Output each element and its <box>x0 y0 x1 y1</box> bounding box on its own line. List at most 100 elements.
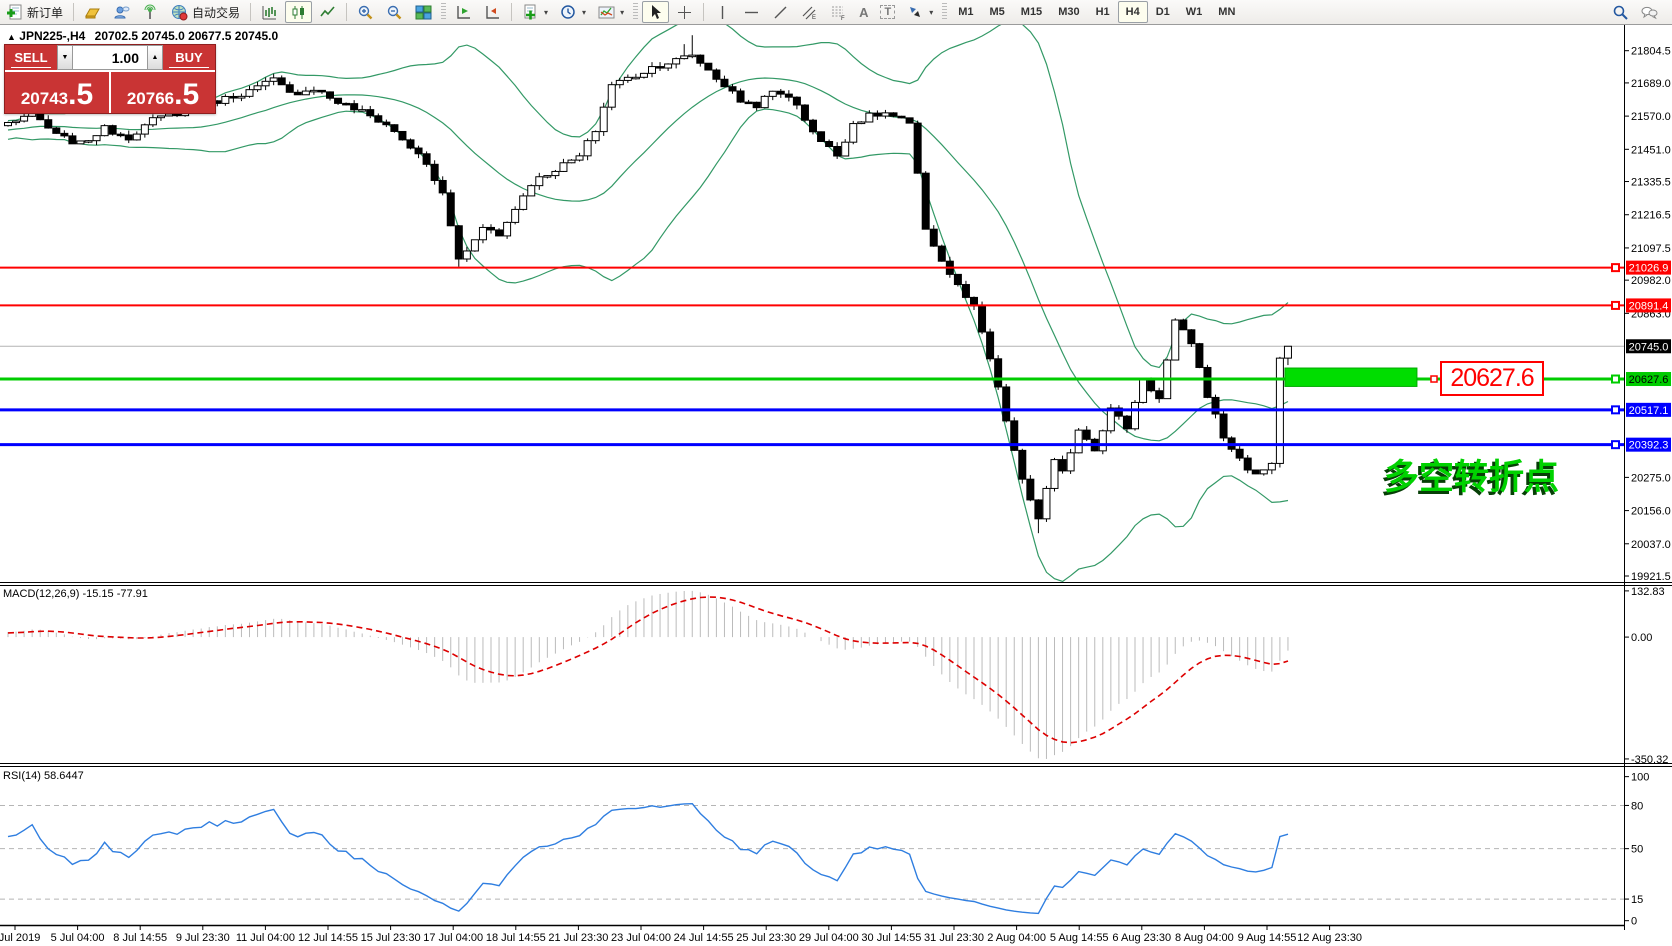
arrows-tool[interactable]: ▾ <box>902 1 938 23</box>
crosshair-button[interactable] <box>671 1 698 23</box>
highlight-rectangle[interactable] <box>1284 367 1418 387</box>
buy-button[interactable]: BUY <box>163 45 215 70</box>
candle-body <box>140 124 149 135</box>
zoom-in-icon <box>357 4 374 21</box>
autotrading-button[interactable]: 自动交易 <box>166 1 245 23</box>
line-anchor-marker[interactable] <box>1611 374 1620 384</box>
zoom-in-button[interactable] <box>352 1 379 23</box>
candle-body <box>285 84 294 93</box>
dropdown-arrow[interactable]: ▾ <box>929 7 934 17</box>
text-tool[interactable]: A <box>854 1 873 23</box>
chat-button[interactable] <box>1636 1 1663 23</box>
line-anchor-marker[interactable] <box>1611 440 1620 450</box>
volume-decrease-button[interactable]: ▼ <box>57 45 73 70</box>
candle-body <box>366 109 375 117</box>
new-order-button[interactable]: 新订单 <box>1 1 68 23</box>
community-button[interactable] <box>108 1 135 23</box>
line-chart-button[interactable] <box>314 1 341 23</box>
fibonacci-tool[interactable]: F <box>825 1 852 23</box>
rsi-label: RSI(14) 58.6447 <box>3 770 84 782</box>
price-tick-label: 21689.0 <box>1631 78 1671 90</box>
tab-timeframe-m15[interactable]: M15 <box>1020 6 1043 18</box>
toolbar-grip[interactable] <box>441 3 447 21</box>
candle-body <box>1195 343 1204 368</box>
candle-body <box>1050 459 1059 489</box>
tab-timeframe-h4[interactable]: H4 <box>1117 1 1148 23</box>
bar-chart-button[interactable] <box>256 1 283 23</box>
dropdown-arrow[interactable]: ▾ <box>582 7 587 17</box>
turning-point-annotation[interactable]: 多空转折点 <box>1384 458 1560 497</box>
time-tick-label: 12 Jul 14:55 <box>298 932 358 944</box>
symbol-timeframe: JPN225-,H4 <box>19 29 86 43</box>
arrows-icon <box>907 4 924 21</box>
candle-body <box>398 130 407 141</box>
candlestick-chart-button[interactable] <box>285 1 313 23</box>
line-anchor-marker[interactable] <box>1611 405 1620 415</box>
candle-body <box>269 77 278 82</box>
periods-button[interactable]: ▾ <box>555 1 591 23</box>
bollinger-upper-band <box>7 14 1289 369</box>
tile-windows-button[interactable] <box>410 1 437 23</box>
price-tag-label: 20392.3 <box>1629 440 1669 452</box>
candle-body <box>1074 429 1083 454</box>
volume-increase-button[interactable]: ▲ <box>147 45 163 70</box>
new-template-button[interactable]: ▾ <box>517 1 553 23</box>
chart-shift-button[interactable] <box>479 1 506 23</box>
bid-price[interactable]: 20743 .5 <box>5 72 111 113</box>
dropdown-arrow[interactable]: ▾ <box>620 7 625 17</box>
autotrading-label: 自动交易 <box>192 5 241 20</box>
toolbar-grip[interactable] <box>633 3 639 21</box>
tab-timeframe-m5[interactable]: M5 <box>989 6 1005 18</box>
candle-body <box>800 104 809 121</box>
tab-timeframe-mn[interactable]: MN <box>1218 6 1236 18</box>
horizontal-line-tool[interactable] <box>738 1 765 23</box>
vertical-line-tool[interactable] <box>709 1 736 23</box>
sell-button[interactable]: SELL <box>5 45 57 70</box>
candle-body <box>422 153 431 165</box>
gold-bar-button[interactable] <box>79 1 106 23</box>
auto-scroll-button[interactable] <box>450 1 477 23</box>
candle-body <box>849 123 858 143</box>
ask-price[interactable]: 20766 .5 <box>111 72 215 113</box>
chart-profile-button[interactable]: ▾ <box>593 1 629 23</box>
price-tag-label: 20891.4 <box>1629 300 1669 312</box>
text-label-tool[interactable]: T <box>875 1 900 23</box>
price-tick-label: 21097.5 <box>1631 243 1671 255</box>
bollinger-lower-band <box>7 108 1289 583</box>
candle-body <box>68 135 77 145</box>
tab-timeframe-d1[interactable]: D1 <box>1155 6 1170 18</box>
rsi-tick-label: 15 <box>1631 894 1643 906</box>
zoom-out-button[interactable] <box>381 1 408 23</box>
candle-body <box>92 135 101 142</box>
cursor-button[interactable] <box>642 1 670 23</box>
search-icon <box>1612 4 1629 21</box>
line-anchor-marker[interactable] <box>1611 300 1620 310</box>
line-anchor-marker[interactable] <box>1611 263 1620 273</box>
trendline-tool[interactable] <box>767 1 794 23</box>
time-tick-label: 4 Jul 2019 <box>0 932 40 944</box>
search-button[interactable] <box>1607 1 1634 23</box>
candle-body <box>784 93 793 98</box>
tab-timeframe-m1[interactable]: M1 <box>958 6 974 18</box>
toolbar-grip[interactable] <box>942 3 948 21</box>
tab-timeframe-m30[interactable]: M30 <box>1058 6 1080 18</box>
candle-body <box>921 172 930 230</box>
candle-body <box>148 117 157 126</box>
ask-fraction: .5 <box>174 78 200 111</box>
ask-main: 20766 <box>126 89 175 108</box>
community-icon <box>113 4 130 21</box>
signals-button[interactable] <box>137 1 164 23</box>
equidistant-channel-tool[interactable]: E <box>796 1 823 23</box>
price-level-callout[interactable]: 20627.6 <box>1440 361 1544 396</box>
candle-body <box>334 97 343 104</box>
collapse-arrow-icon[interactable]: ▲ <box>7 32 16 42</box>
volume-input[interactable] <box>73 45 147 70</box>
callout-anchor-marker[interactable] <box>1430 375 1438 383</box>
price-tick-label: 21216.5 <box>1631 210 1671 222</box>
dropdown-arrow[interactable]: ▾ <box>544 7 549 17</box>
tab-timeframe-w1[interactable]: W1 <box>1185 6 1203 18</box>
candle-body <box>1026 478 1035 501</box>
tab-timeframe-h1[interactable]: H1 <box>1095 6 1110 18</box>
